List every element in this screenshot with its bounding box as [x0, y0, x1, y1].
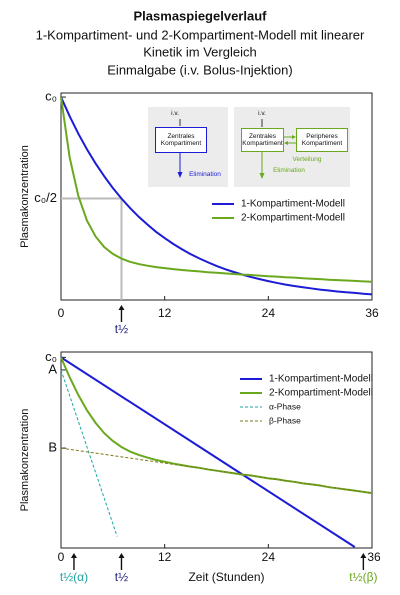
x-tick-label: 36 — [365, 306, 379, 320]
marker-label: t½(α) — [60, 570, 88, 584]
plot-frame — [60, 92, 373, 301]
y-tick-label: A — [48, 361, 57, 376]
diagram-text: i.v. — [171, 110, 179, 117]
y-tick-label: c₀ — [45, 349, 57, 364]
subtitle: Kinetik im Vergleich — [143, 44, 256, 59]
marker-label: t½ — [115, 322, 128, 336]
arrow-head — [360, 553, 367, 558]
x-tick-label: 24 — [262, 550, 276, 564]
y-tick-label: c₀ — [45, 88, 57, 103]
x-tick-label: 36 — [367, 550, 381, 564]
x-tick-label: 12 — [158, 550, 172, 564]
y-tick-label: B — [48, 440, 57, 455]
arrow-head — [292, 135, 296, 139]
diagram-label: Verteilung — [292, 156, 322, 163]
diagram-text: Elimination — [273, 167, 305, 174]
diagram-label: Zentrales Kompartiment — [155, 127, 207, 153]
diagram-text: Peripheres Kompartiment — [296, 128, 348, 152]
x-axis-label: Zeit (Stunden) — [188, 570, 264, 584]
diagram-text: Zentrales Kompartiment — [155, 127, 207, 153]
legend-label: 2-Kompartiment-Modell — [269, 388, 373, 399]
diagram-text: Verteilung — [292, 156, 322, 163]
title: Plasmaspiegelverlauf — [134, 8, 268, 23]
y-tick-label: c₀/2 — [34, 190, 57, 205]
y-axis-label: Plasmakonzentration — [19, 145, 31, 248]
x-tick-label: 0 — [58, 306, 65, 320]
marker-label: t½ — [115, 570, 128, 584]
x-tick-label: 0 — [58, 550, 65, 564]
arrow-head — [118, 553, 125, 558]
legend-label: α-Phase — [269, 401, 301, 411]
diagram-label: Peripheres Kompartiment — [296, 128, 348, 152]
diagram-text: Zentrales Kompartiment — [241, 128, 284, 152]
arrow-head — [177, 172, 183, 178]
diagram-label: Zentrales Kompartiment — [241, 128, 284, 152]
subtitle: Einmalgabe (i.v. Bolus-Injektion) — [107, 62, 292, 77]
arrow-head — [259, 173, 265, 179]
x-tick-label: 12 — [158, 306, 172, 320]
diagram-label: Elimination — [189, 171, 221, 178]
arrow-head — [70, 553, 77, 558]
diagram-label: i.v. — [171, 110, 179, 117]
diagram-label: i.v. — [258, 110, 266, 117]
legend-label: 1-Kompartiment-Modell — [241, 199, 345, 210]
series-line — [60, 96, 373, 283]
arrow-head — [118, 305, 125, 310]
diagram-text: i.v. — [258, 110, 266, 117]
diagram-label: Elimination — [273, 167, 305, 174]
legend-label: 1-Kompartiment-Modell — [269, 374, 373, 385]
series-line — [60, 447, 373, 494]
legend-label: 2-Kompartiment-Modell — [241, 213, 345, 224]
subtitle: 1-Kompartiment- und 2-Kompartiment-Model… — [36, 27, 365, 42]
y-axis-label: Plasmakonzentration — [19, 409, 31, 512]
series-line — [60, 369, 118, 537]
plot-frame — [60, 351, 373, 549]
legend-label: β-Phase — [269, 415, 301, 425]
arrow-head — [284, 141, 288, 145]
x-tick-label: 24 — [262, 306, 276, 320]
diagram-text: Elimination — [189, 171, 221, 178]
series-line — [60, 96, 373, 296]
marker-label: t½(β) — [349, 570, 377, 584]
series-line — [60, 356, 356, 548]
